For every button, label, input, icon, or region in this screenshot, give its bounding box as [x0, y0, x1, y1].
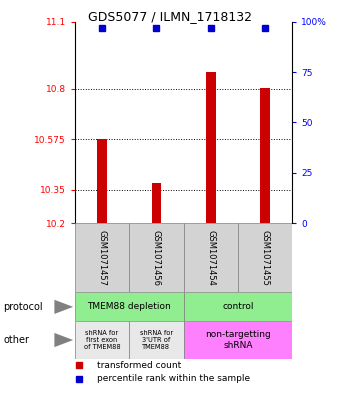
- Text: percentile rank within the sample: percentile rank within the sample: [97, 374, 250, 383]
- Text: GSM1071457: GSM1071457: [98, 230, 106, 286]
- Bar: [129, 223, 184, 292]
- Text: TMEM88 depletion: TMEM88 depletion: [87, 302, 171, 311]
- Text: GSM1071454: GSM1071454: [206, 230, 215, 286]
- Bar: [260, 88, 270, 223]
- Text: GSM1071455: GSM1071455: [261, 230, 270, 286]
- Text: shRNA for
first exon
of TMEM88: shRNA for first exon of TMEM88: [84, 330, 120, 350]
- Bar: [184, 292, 292, 321]
- Text: non-targetting
shRNA: non-targetting shRNA: [205, 331, 271, 350]
- Text: GSM1071456: GSM1071456: [152, 230, 161, 286]
- Bar: [206, 72, 216, 223]
- Bar: [97, 139, 107, 223]
- Text: shRNA for
3'UTR of
TMEM88: shRNA for 3'UTR of TMEM88: [140, 330, 173, 350]
- Bar: [75, 292, 184, 321]
- Bar: [184, 223, 238, 292]
- Bar: [238, 223, 292, 292]
- Text: control: control: [222, 302, 254, 311]
- Bar: [184, 321, 292, 358]
- Bar: [75, 321, 129, 358]
- Text: other: other: [3, 335, 29, 345]
- Bar: [75, 223, 129, 292]
- Bar: [152, 183, 161, 223]
- Bar: [129, 321, 184, 358]
- Text: GDS5077 / ILMN_1718132: GDS5077 / ILMN_1718132: [88, 10, 252, 23]
- Text: protocol: protocol: [3, 302, 43, 312]
- Text: transformed count: transformed count: [97, 361, 181, 370]
